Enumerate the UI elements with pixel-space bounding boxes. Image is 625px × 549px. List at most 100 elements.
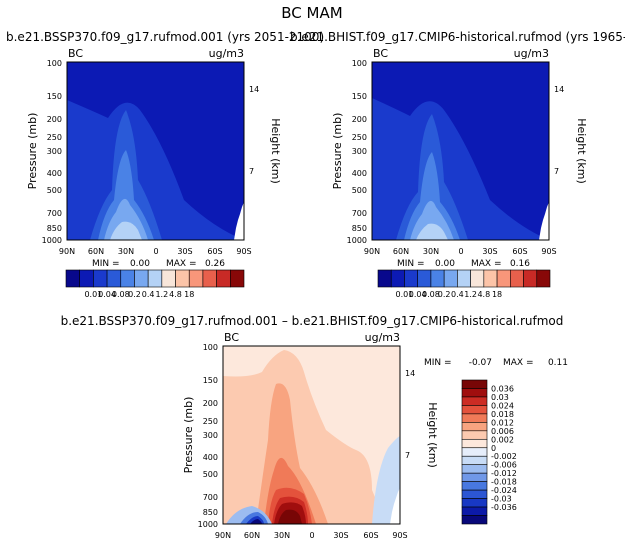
panel-3-colorbar-swatch xyxy=(461,455,488,466)
panel-2-colorbar-swatch xyxy=(457,269,471,288)
panel-2-colorbar-swatch xyxy=(496,269,511,288)
panel-2-plot-frame xyxy=(371,61,550,241)
panel-1-plot-frame xyxy=(66,61,245,241)
panel-3-colorbar-swatch xyxy=(461,472,488,482)
panel-1-ytick: 150 xyxy=(47,92,62,101)
panel-3-colorbar-label: 0.018 xyxy=(491,410,514,419)
panel-2-colorbar-swatch xyxy=(523,269,538,288)
panel-2-colorbar-swatch xyxy=(404,269,418,288)
panel-1-colorbar-swatch xyxy=(175,269,190,288)
panel-2-colorbar-swatch xyxy=(510,269,524,288)
panel-3-ytick: 100 xyxy=(203,343,218,352)
panel-2-ytick: 400 xyxy=(352,169,367,178)
panel-3-ylabel: Pressure (mb) xyxy=(182,397,195,474)
panel-3-yticks: 100 150 200 250 300 400 500 700 850 1000 xyxy=(198,343,218,529)
panel-3-colorbar-label: -0.006 xyxy=(491,461,517,470)
panel-3-colorbar-swatch xyxy=(461,430,488,440)
panel-3-colorbar-label: 0.036 xyxy=(491,384,514,393)
panel-3-colorbar-swatch xyxy=(461,396,488,406)
panel-3-colorbar-label: 0.03 xyxy=(491,393,509,402)
panel-3-right-tick: 14 xyxy=(405,369,415,378)
panel-3-ytick: 500 xyxy=(203,470,218,479)
panel-3-field-8 xyxy=(372,436,400,524)
panel-2-colorbar-swatch xyxy=(470,269,485,288)
panel-2-ytick: 500 xyxy=(352,186,367,195)
panel-2-ytick: 200 xyxy=(352,115,367,124)
panel-1-xtick: 30S xyxy=(177,247,192,256)
panel-2-variable: BC xyxy=(373,47,388,60)
panel-1-right-tick: 14 xyxy=(249,85,259,94)
panel-2-colorbar-swatch xyxy=(443,269,458,288)
panel-1: b.e21.BSSP370.f09_g17.rufmod.001 (yrs 20… xyxy=(6,30,324,299)
panel-3-colorbar-swatch xyxy=(461,388,488,398)
panel-3-colorbar-swatch xyxy=(461,438,488,449)
panel-1-colorbar-label: 0.2 xyxy=(128,290,141,299)
panel-3-colorbar-label: 0.012 xyxy=(491,418,514,427)
panel-2-ytick: 850 xyxy=(352,224,367,233)
panel-3-colorbar: 0.0360.030.0240.0180.0120.0060.0020-0.00… xyxy=(461,379,517,525)
panel-2-min-label: MIN = xyxy=(397,259,425,269)
panel-2-colorbar-label: 0.4 xyxy=(451,290,464,299)
panel-3-ytick: 200 xyxy=(203,399,218,408)
panel-1-yticks: 100 150 200 250 300 400 500 700 850 1000 xyxy=(42,59,62,245)
panel-2-colorbar-label: 0.04 xyxy=(409,290,427,299)
panel-2-right-tick: 14 xyxy=(554,85,564,94)
panel-1-colorbar-swatch xyxy=(120,269,135,288)
panel-1-xticks: 90N 60N 30N 0 30S 60S 90S xyxy=(59,247,252,256)
panel-3-xtick: 60N xyxy=(244,531,260,540)
panel-3-ytick: 150 xyxy=(203,376,218,385)
panel-3-terrain xyxy=(390,488,400,524)
panel-2-colorbar-swatch xyxy=(417,269,432,288)
panel-3-units: ug/m3 xyxy=(365,331,400,344)
panel-3-plot-frame xyxy=(222,345,401,525)
panel-3-colorbar-label: 0.024 xyxy=(491,401,514,410)
panel-2-yticks: 100 150 200 250 300 400 500 700 850 1000 xyxy=(347,59,367,245)
panel-1-ytick: 250 xyxy=(47,133,62,142)
panel-3-xtick: 30N xyxy=(274,531,290,540)
panel-3-xticks: 90N 60N 30N 0 30S 60S 90S xyxy=(215,531,408,540)
panel-2-ylabel: Pressure (mb) xyxy=(331,113,344,190)
panel-2-field-5 xyxy=(416,223,448,240)
panel-2-title: b.e21.BHIST.f09_g17.CMIP6-historical.ruf… xyxy=(290,30,625,44)
panel-1-min-label: MIN = xyxy=(92,259,120,269)
panel-1-ylabel-right: Height (km) xyxy=(269,118,282,184)
panel-2-min-value: 0.00 xyxy=(435,259,455,269)
panel-1-colorbar-swatch xyxy=(230,269,245,288)
panel-2-xtick: 0 xyxy=(458,247,463,256)
panel-3-max-value: 0.11 xyxy=(548,358,568,368)
panel-2-ytick: 700 xyxy=(352,209,367,218)
panel-1-colorbar-label: 0.04 xyxy=(98,290,116,299)
panel-3-xtick: 30S xyxy=(333,531,348,540)
panel-2-xtick: 90N xyxy=(364,247,380,256)
panel-3-ytick: 400 xyxy=(203,453,218,462)
panel-3-colorbar-label: 0 xyxy=(491,444,496,453)
panel-2-colorbar-label: 0.01 xyxy=(396,290,414,299)
panel-1-ytick: 400 xyxy=(47,169,62,178)
panel-3-colorbar-label: 0.006 xyxy=(491,427,514,436)
panel-2-colorbar-label: 4.8 xyxy=(477,290,490,299)
panel-3-ytick: 1000 xyxy=(198,520,218,529)
panel-2-xtick: 90S xyxy=(541,247,556,256)
panel-2: b.e21.BHIST.f09_g17.CMIP6-historical.ruf… xyxy=(290,30,625,299)
panel-2-colorbar-label: 0.2 xyxy=(438,290,451,299)
panel-3-colorbar-label: -0.036 xyxy=(491,503,517,512)
panel-1-colorbar-label: 1.2 xyxy=(155,290,168,299)
panel-3-colorbar-label: -0.002 xyxy=(491,452,517,461)
panel-1-colorbar-swatch xyxy=(93,269,108,288)
panel-3-colorbar-swatch xyxy=(461,489,488,499)
panel-3-variable: BC xyxy=(224,331,239,344)
panel-1-right-tick: 7 xyxy=(249,167,254,176)
panel-1-colorbar-swatch xyxy=(147,269,163,288)
panel-1-ytick: 850 xyxy=(47,224,62,233)
panel-1-colorbar-swatch xyxy=(134,269,149,288)
panel-1-units: ug/m3 xyxy=(209,47,244,60)
panel-1-colorbar-swatch xyxy=(202,269,217,288)
panel-1-title: b.e21.BSSP370.f09_g17.rufmod.001 (yrs 20… xyxy=(6,30,324,44)
panel-1-min-value: 0.00 xyxy=(130,259,150,269)
panel-1-colorbar-swatch xyxy=(79,269,94,288)
panel-2-xtick: 30N xyxy=(423,247,439,256)
panel-1-colorbar: 0.010.040.080.2 0.4 1.2 4.8 18 xyxy=(65,269,245,299)
panel-1-xtick: 90N xyxy=(59,247,75,256)
panel-3-colorbar-swatch xyxy=(461,447,488,457)
